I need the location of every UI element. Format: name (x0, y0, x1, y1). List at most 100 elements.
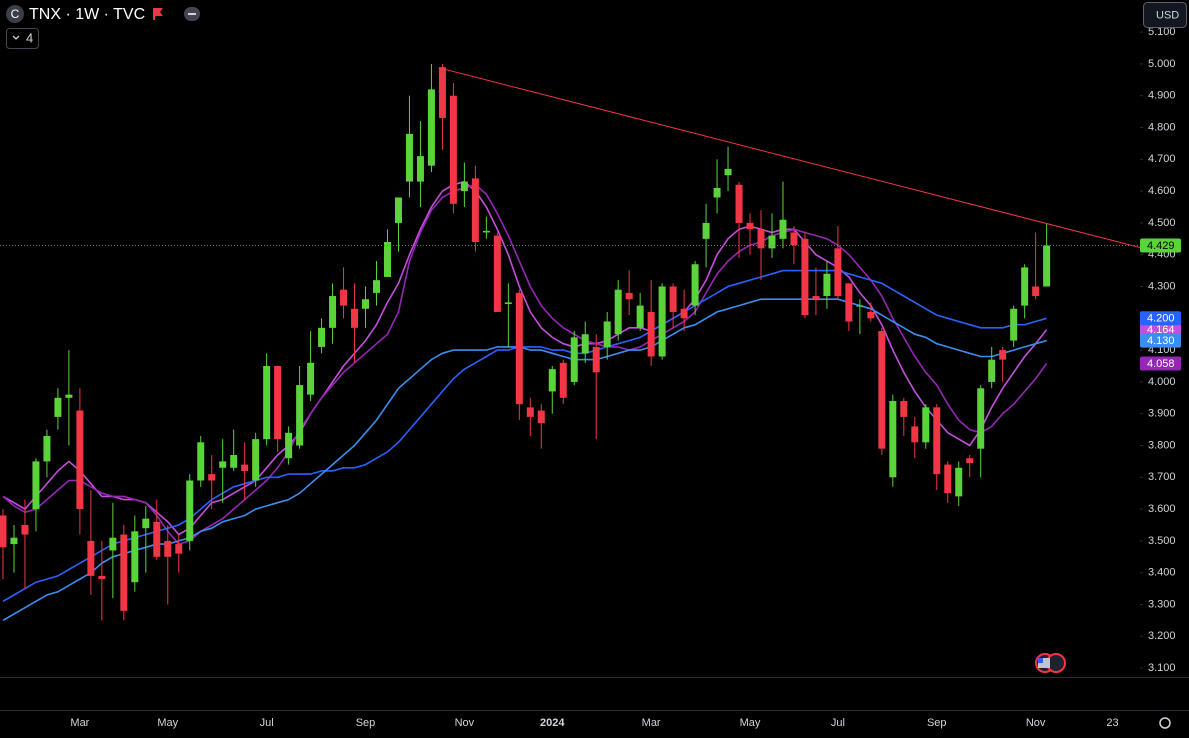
settings-icon[interactable] (1159, 717, 1171, 729)
candle-body (944, 464, 952, 494)
candle-body (955, 467, 963, 497)
indicators-toggle[interactable] (6, 28, 39, 49)
flag-us (1038, 658, 1050, 668)
candle-body (43, 435, 51, 462)
y-tick-label: 4.700 (1148, 153, 1176, 165)
status-icon-bar (188, 13, 196, 15)
candle-body (252, 439, 260, 481)
candle-body (438, 67, 446, 118)
plot-area (0, 63, 1140, 622)
candle-body (362, 299, 370, 309)
candle-body (581, 334, 589, 354)
candle-body (131, 531, 139, 583)
flag-us-canton (1038, 658, 1043, 663)
symbol-title[interactable]: TNX · 1W · TVC (29, 6, 145, 23)
candle-body (801, 238, 809, 316)
candle-body (263, 366, 271, 440)
logo[interactable] (6, 5, 24, 23)
candle-body (790, 232, 798, 246)
candle-body (515, 292, 523, 405)
candle-body (1032, 286, 1040, 297)
ma-line (2, 180, 1048, 536)
x-tick-label: Mar (70, 717, 89, 729)
candle-body (999, 350, 1007, 360)
series-label-box (1140, 356, 1181, 371)
ma-line (2, 269, 1047, 602)
trendline (442, 68, 1140, 248)
y-tick-label: 4.900 (1148, 90, 1176, 102)
chevron (12, 35, 20, 40)
price-label-box (1140, 238, 1181, 253)
y-tick-label: 3.500 (1148, 535, 1176, 547)
candle-body (570, 337, 578, 382)
candle-body (537, 410, 545, 424)
candle-body (933, 407, 941, 475)
candle-body (724, 168, 732, 176)
currency-button[interactable] (1143, 2, 1187, 28)
x-tick-label: Nov (1026, 717, 1046, 729)
candle-body (54, 397, 62, 417)
candle-body (186, 480, 194, 541)
candle-body (526, 407, 534, 417)
candle-body (460, 181, 468, 192)
candle-body (548, 369, 556, 392)
y-tick-label: 3.600 (1148, 503, 1176, 515)
candle-body (241, 464, 249, 471)
candle-body (219, 461, 227, 468)
candle-body (274, 366, 282, 440)
y-tick-label: 3.800 (1148, 439, 1176, 451)
candle-body (65, 394, 73, 398)
candle-body (329, 296, 337, 328)
candle-body (900, 400, 908, 417)
x-tick-label: May (157, 717, 178, 729)
x-tick-label: Jul (260, 717, 274, 729)
candle-body (373, 280, 381, 293)
candle-body (1010, 308, 1018, 341)
candle-body (867, 311, 875, 319)
candle-body (647, 311, 655, 357)
currency-label: USD (1156, 9, 1179, 21)
candle-body (680, 308, 688, 319)
y-tick-label: 3.400 (1148, 567, 1176, 579)
logo-letter: C (11, 7, 20, 21)
flag-icon[interactable] (153, 8, 163, 20)
y-tick-label: 4.300 (1148, 280, 1176, 292)
candle-body (878, 331, 886, 449)
candle-body (856, 305, 864, 307)
candle-body (603, 321, 611, 347)
candle-body (449, 95, 457, 204)
candle-body (834, 248, 842, 297)
candle-body (427, 89, 435, 166)
x-tick-label: 23 (1106, 717, 1118, 729)
x-tick-label: May (740, 717, 761, 729)
candle-body (296, 385, 304, 446)
candle-body (10, 537, 18, 545)
ma-line (2, 298, 1047, 622)
series-label: 4.058 (1147, 358, 1175, 370)
candle-body (625, 292, 633, 300)
price-label: 4.429 (1147, 240, 1175, 252)
candle-body (230, 455, 238, 468)
series-label: 4.164 (1147, 324, 1175, 336)
candle-body (636, 305, 644, 328)
candle-body (966, 458, 974, 463)
x-tick-label: Sep (927, 717, 947, 729)
candle-body (21, 525, 29, 535)
y-tick-label: 5.000 (1148, 58, 1176, 70)
series-label-box (1140, 322, 1181, 337)
candle-body (318, 327, 326, 347)
x-tick-label: 2024 (540, 717, 565, 729)
candle-body (559, 362, 567, 398)
candle-body (471, 178, 479, 242)
candle-body (1043, 245, 1051, 287)
y-tick-label: 3.700 (1148, 471, 1176, 483)
candle-body (142, 518, 150, 529)
x-tick-label: Nov (455, 717, 475, 729)
series-label: 4.200 (1147, 313, 1175, 325)
candle-body (164, 540, 172, 557)
series-label-box (1140, 333, 1181, 348)
candle-body (658, 286, 666, 357)
candle-body (889, 400, 897, 478)
series-label: 4.130 (1147, 335, 1175, 347)
candle-body (351, 308, 359, 328)
